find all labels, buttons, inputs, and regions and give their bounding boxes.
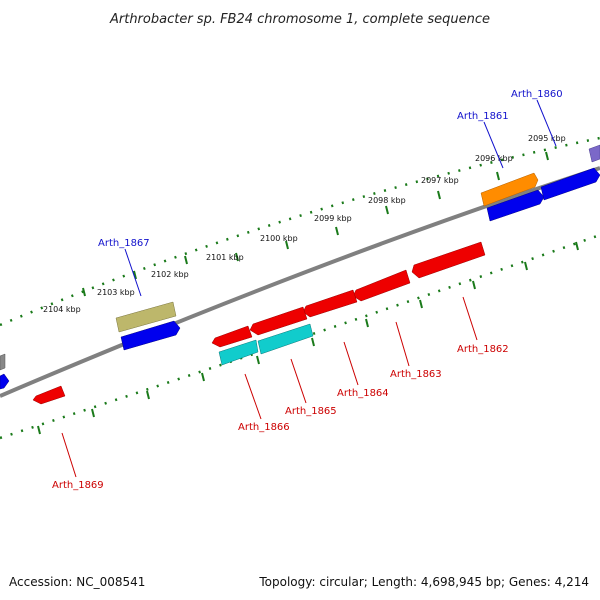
- gene-blue-forward-left[interactable]: [0, 373, 10, 390]
- topology-text: Topology: circular; Length: 4,698,945 bp…: [258, 575, 589, 589]
- gene-arth-1861[interactable]: [480, 172, 539, 207]
- kbp-label-2101: 2101 kbp: [206, 253, 244, 262]
- gene-blue-forward-2[interactable]: [540, 167, 600, 201]
- kbp-label-2100: 2100 kbp: [260, 234, 298, 243]
- leader-lines: [61, 99, 557, 478]
- gene-arth-1863[interactable]: [352, 269, 411, 302]
- kbp-label-2096: 2096 kbp: [475, 154, 513, 163]
- reverse-tick-track: [0, 233, 600, 440]
- gene-cyan-2[interactable]: [218, 339, 259, 366]
- label-arth-1867[interactable]: Arth_1867: [98, 238, 150, 249]
- gene-arth-1869[interactable]: [32, 385, 66, 405]
- label-arth-1862[interactable]: Arth_1862: [457, 344, 509, 355]
- forward-major-ticks: [82, 151, 549, 297]
- kbp-label-2098: 2098 kbp: [368, 196, 406, 205]
- forward-tick-track: [0, 136, 600, 327]
- gene-red-small-1[interactable]: [249, 306, 308, 336]
- gene-arth-1865[interactable]: [257, 323, 314, 355]
- gene-grey-left[interactable]: [0, 353, 6, 371]
- kbp-label-2102: 2102 kbp: [151, 270, 189, 279]
- gene-arth-1862[interactable]: [411, 241, 486, 279]
- accession-text: Accession: NC_008541: [9, 575, 145, 589]
- label-arth-1860[interactable]: Arth_1860: [511, 89, 563, 100]
- kbp-label-2095: 2095 kbp: [528, 134, 566, 143]
- label-arth-1861[interactable]: Arth_1861: [457, 111, 509, 122]
- chromosome-backbone: [0, 166, 600, 398]
- label-arth-1863[interactable]: Arth_1863: [390, 369, 442, 380]
- label-arth-1865[interactable]: Arth_1865: [285, 406, 337, 417]
- gene-arth-1864[interactable]: [302, 289, 358, 318]
- label-arth-1869[interactable]: Arth_1869: [52, 480, 104, 491]
- kbp-label-2104: 2104 kbp: [43, 305, 81, 314]
- kbp-label-2103: 2103 kbp: [97, 288, 135, 297]
- gene-arth-1867[interactable]: [115, 301, 177, 333]
- gene-arth-1860[interactable]: [588, 144, 600, 163]
- kbp-label-2099: 2099 kbp: [314, 214, 352, 223]
- gene-blue-forward-3[interactable]: [120, 320, 181, 351]
- map-title: Arthrobacter sp. FB24 chromosome 1, comp…: [109, 12, 490, 27]
- forward-genes: [0, 144, 600, 390]
- label-arth-1864[interactable]: Arth_1864: [337, 388, 389, 399]
- gene-blue-forward-1[interactable]: [486, 189, 545, 222]
- gene-arth-1866[interactable]: [211, 325, 253, 348]
- reverse-genes: [32, 241, 486, 405]
- label-arth-1866[interactable]: Arth_1866: [238, 422, 290, 433]
- kbp-label-2097: 2097 kbp: [421, 176, 459, 185]
- reverse-major-ticks: [37, 241, 579, 435]
